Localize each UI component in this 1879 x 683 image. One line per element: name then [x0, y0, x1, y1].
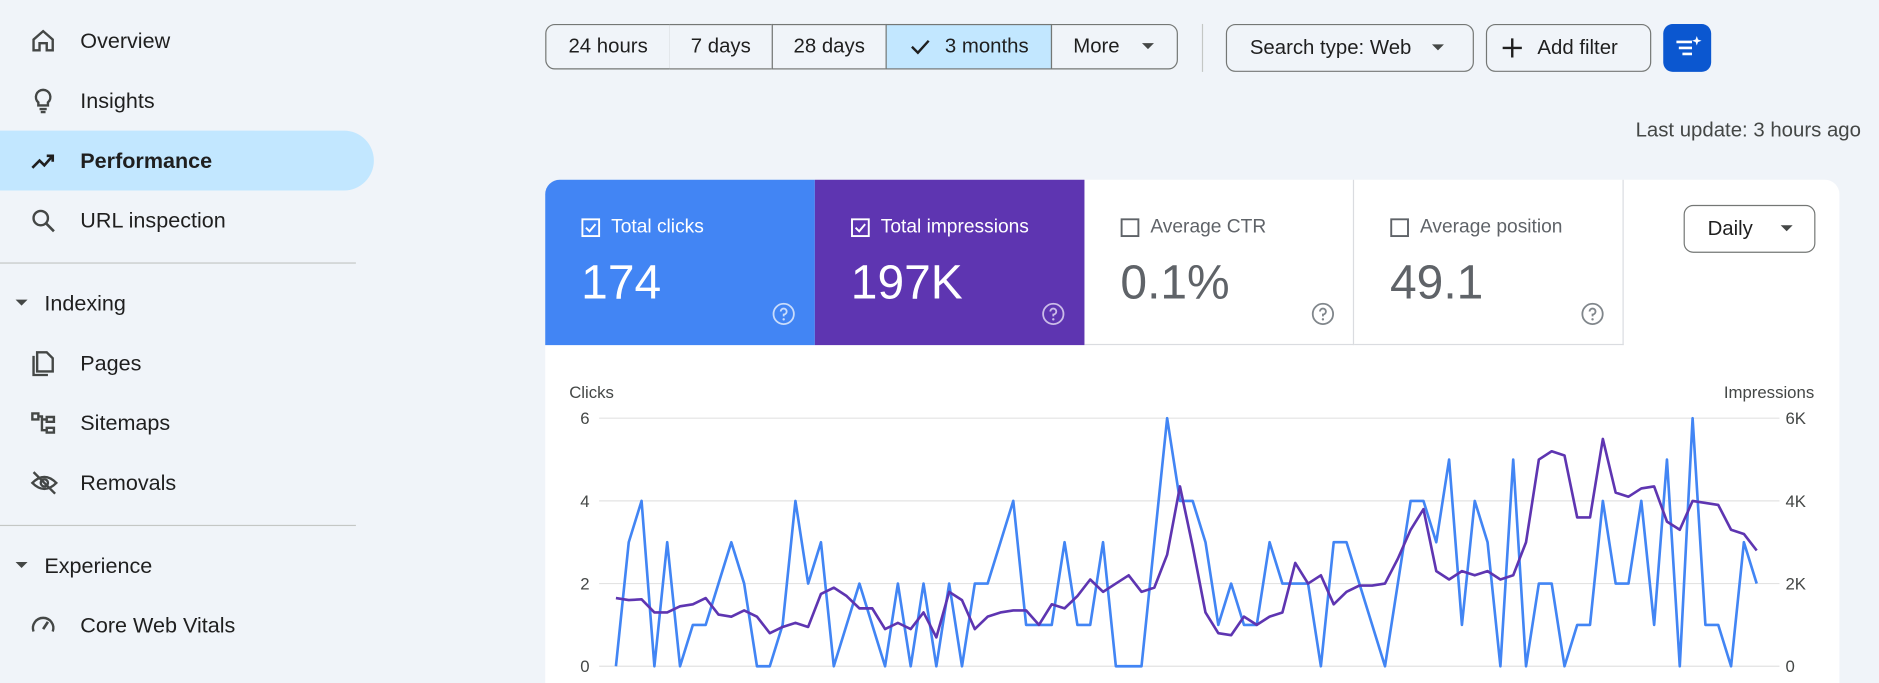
help-icon — [1311, 302, 1335, 326]
check-icon — [910, 39, 930, 55]
y2-tick-label: 6K — [1785, 409, 1806, 428]
range-button[interactable]: 24 hours — [545, 23, 672, 70]
filter-settings-button[interactable] — [1663, 23, 1712, 72]
metric-value: 197K — [850, 256, 963, 310]
nav-label: Pages — [80, 350, 142, 375]
metric-tile[interactable]: Total impressions 197K — [814, 179, 1085, 346]
y2-tick-label: 2K — [1785, 575, 1806, 594]
nav-item[interactable]: URL inspection — [0, 191, 374, 251]
nav-item[interactable]: Sitemaps — [0, 393, 374, 453]
separator — [1201, 23, 1204, 72]
range-button[interactable]: 28 days — [771, 23, 887, 70]
caret-icon — [15, 562, 28, 568]
metric-value: 0.1% — [1120, 256, 1230, 310]
y2-axis-title: Impressions — [1724, 383, 1814, 402]
series-line — [614, 416, 1758, 668]
metric-title: Total impressions — [880, 216, 1029, 238]
gauge-icon — [31, 616, 55, 632]
sitemap-icon — [31, 412, 56, 434]
range-button[interactable]: More — [1050, 23, 1178, 70]
range-label: 28 days — [793, 34, 865, 58]
caret-icon — [15, 299, 28, 306]
section-title: Experience — [44, 553, 153, 577]
page: Performance {"sidebar": { "items": ["Ove… — [0, 11, 1861, 683]
range-label: 3 months — [944, 34, 1029, 58]
checkbox-checked — [581, 218, 601, 238]
help-icon — [1042, 302, 1065, 326]
eye-off-icon — [30, 471, 59, 495]
metric-tile[interactable]: Average CTR 0.1% — [1084, 179, 1355, 346]
caret-icon — [1780, 225, 1793, 232]
help-icon — [1581, 302, 1604, 326]
checkbox-checked — [851, 218, 870, 238]
metric-title: Total clicks — [611, 216, 704, 238]
nav-item[interactable]: Performance — [0, 130, 374, 191]
range-label: 7 days — [690, 34, 751, 58]
nav-label: Performance — [80, 147, 213, 172]
series-line — [615, 437, 1758, 639]
nav-label: Insights — [80, 88, 155, 113]
trend-icon — [31, 154, 55, 169]
nav-item[interactable]: Insights — [0, 71, 374, 131]
checkbox — [1390, 218, 1409, 238]
home-icon — [32, 29, 54, 52]
nav-label: Core Web Vitals — [80, 612, 236, 637]
search-icon — [32, 209, 55, 233]
button-label: Add filter — [1537, 35, 1618, 59]
range-label: 24 hours — [568, 34, 648, 58]
metric-title: Average position — [1419, 216, 1563, 238]
range-button-selected[interactable]: 3 months — [885, 23, 1053, 70]
dropdown-label: Daily — [1707, 216, 1753, 240]
divider — [0, 524, 356, 527]
divider — [0, 262, 356, 264]
pages-icon — [32, 351, 54, 377]
metric-value: 174 — [581, 256, 662, 310]
nav-label: Overview — [80, 28, 171, 53]
y-tick-label: 2 — [580, 575, 589, 594]
caret-icon — [1142, 43, 1155, 50]
y-tick-label: 6 — [580, 409, 589, 428]
last-update: Last update: 3 hours ago — [1635, 118, 1861, 142]
y2-tick-label: 4K — [1785, 492, 1806, 511]
search-type-dropdown[interactable]: Search type: Web — [1225, 23, 1474, 72]
nav-item[interactable]: Overview — [0, 11, 374, 71]
section-title: Indexing — [44, 290, 126, 315]
help-icon — [772, 302, 795, 326]
dropdown-label: Search type: Web — [1249, 35, 1412, 59]
metric-tile[interactable]: Average position 49.1 — [1354, 179, 1624, 346]
plus-icon — [1502, 38, 1522, 58]
nav-label: Removals — [80, 470, 177, 495]
range-label: More — [1073, 34, 1120, 58]
nav-item[interactable]: Pages — [0, 333, 374, 393]
nav-item[interactable]: Core Web Vitals — [0, 596, 374, 656]
bulb-icon — [34, 88, 52, 114]
nav-label: URL inspection — [80, 207, 226, 232]
screen: Overview Insights Performance URL inspec… — [0, 11, 1861, 683]
y2-tick-label: 0 — [1785, 657, 1794, 676]
y-axis-title: Clicks — [569, 383, 614, 402]
checkbox — [1120, 218, 1140, 238]
caret-icon — [1431, 44, 1444, 51]
y-tick-label: 4 — [580, 492, 589, 511]
granularity-dropdown[interactable]: Daily — [1683, 204, 1816, 253]
body: Overview Insights Performance URL inspec… — [0, 11, 1861, 683]
metric-value: 49.1 — [1390, 256, 1484, 310]
filter-icon — [1676, 35, 1702, 56]
metric-tile[interactable]: Total clicks 174 — [545, 179, 815, 346]
metric-title: Average CTR — [1150, 216, 1267, 238]
add-filter-button[interactable]: Add filter — [1485, 23, 1652, 72]
nav-label: Sitemaps — [80, 410, 171, 435]
y-tick-label: 0 — [580, 657, 589, 676]
nav-item[interactable]: Removals — [0, 453, 374, 513]
